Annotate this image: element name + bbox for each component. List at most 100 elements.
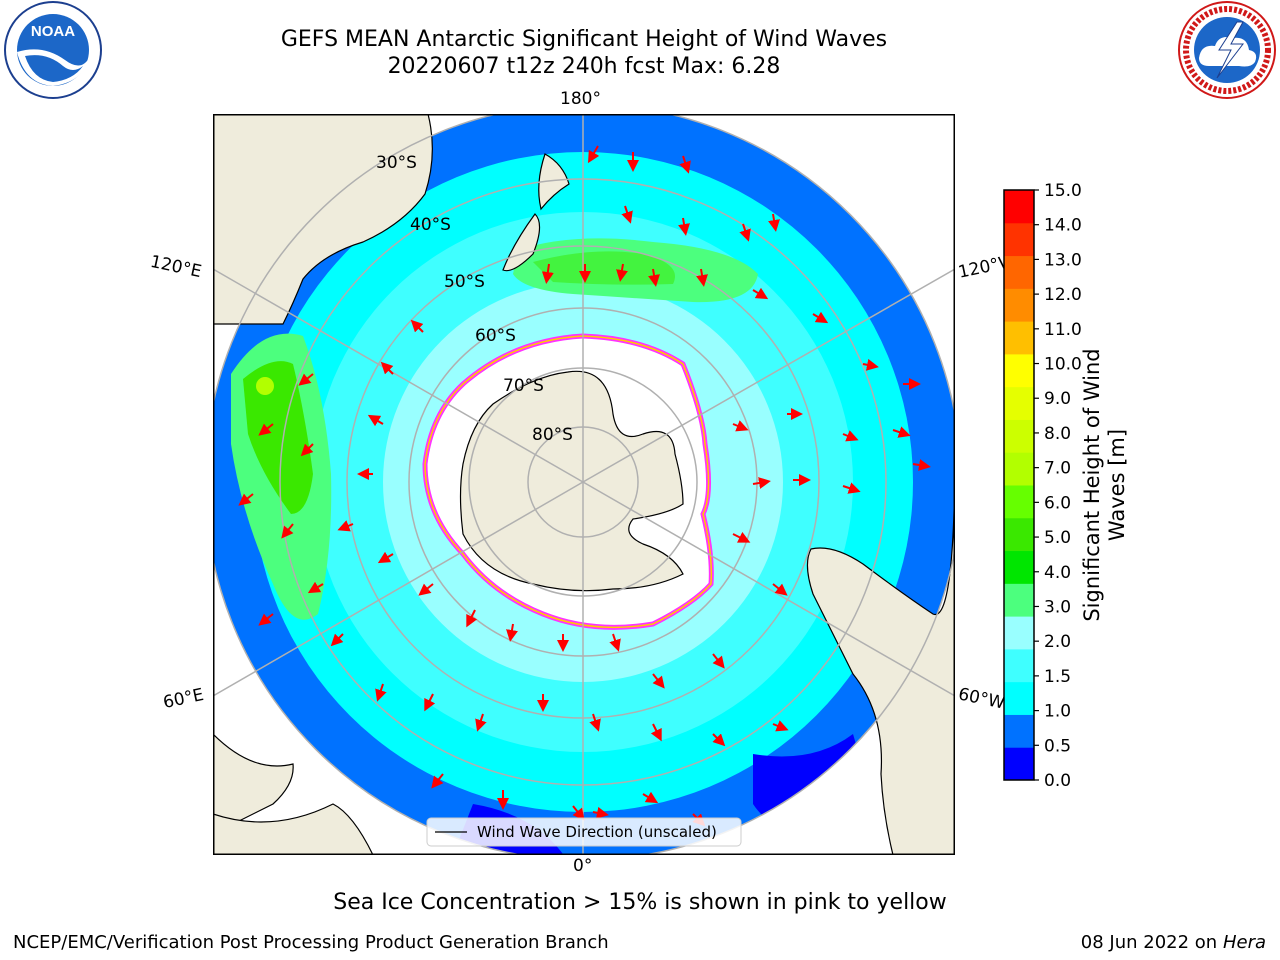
lat-label-70s: 70°S (503, 376, 544, 396)
colorbar-bin (1004, 616, 1034, 650)
colorbar-bin (1004, 648, 1034, 683)
wave-arrow (752, 477, 771, 489)
madagascar (213, 803, 374, 855)
wave-arrow (842, 482, 861, 494)
wave-arrow (475, 713, 487, 732)
wave-arrow (616, 263, 628, 282)
colorbar-tick-label: 8.0 (1044, 424, 1071, 444)
map-legend: Wind Wave Direction (unscaled) (426, 817, 742, 847)
date-text: 08 Jun 2022 on (1080, 932, 1218, 953)
wave-arrow (772, 720, 789, 732)
colorbar-bin (1004, 485, 1034, 519)
colorbar-tick-label: 13.0 (1044, 250, 1082, 270)
lon-label-180: 180° (560, 89, 601, 109)
wave-patch-west-core (243, 361, 313, 514)
wave-arrow (712, 653, 725, 669)
wave-arrow (912, 459, 931, 471)
wave-arrow (300, 443, 314, 457)
colorbar-tick-label: 15.0 (1044, 182, 1082, 201)
wave-arrow (650, 723, 662, 742)
sea-ice-note: Sea Ice Concentration > 15% is shown in … (333, 890, 947, 915)
wave-arrow (572, 805, 585, 821)
wave-arrow (377, 551, 394, 564)
wave-arrow (258, 423, 274, 436)
antarctica (459, 370, 684, 592)
colorbar-tick-label: 3.0 (1044, 597, 1071, 617)
wave-arrow (258, 613, 274, 626)
wave-arrow (466, 609, 478, 628)
wave-arrow (587, 145, 600, 164)
wave-arrow (652, 673, 665, 689)
chart-title: GEFS MEAN Antarctic Significant Height o… (280, 27, 888, 52)
credit-text: NCEP/EMC/Verification Post Processing Pr… (13, 932, 609, 953)
wave-arrow (892, 426, 911, 438)
lat-label-60s: 60°S (475, 326, 516, 346)
wave-arrow (739, 223, 751, 242)
noaa-logo: NOAA (4, 1, 102, 99)
nws-logo (1178, 1, 1276, 99)
chart-subtitle: 20220607 t12z 240h fcst Max: 6.28 (387, 54, 781, 79)
colorbar-tick-label: 1.0 (1044, 702, 1071, 722)
wave-arrow (307, 581, 324, 594)
south-america (806, 443, 955, 855)
landmasses (213, 114, 955, 855)
colorbar-tick-label: 0.0 (1044, 771, 1071, 791)
colorbar-label-line2: Waves [m] (1105, 428, 1129, 542)
map-frame (213, 114, 955, 855)
colorbar-tick-label: 9.0 (1044, 389, 1071, 409)
wave-arrow (506, 623, 518, 642)
colorbar-bin (1004, 452, 1034, 486)
colorbar-bin (1004, 321, 1034, 355)
wave-arrow (712, 733, 726, 747)
wave-arrow (375, 683, 387, 702)
wave-arrow (337, 520, 354, 532)
lon-label-0: 0° (573, 856, 593, 876)
host-name: Hera (1222, 932, 1266, 953)
colorbar-tick-label: 0.5 (1044, 736, 1071, 756)
colorbar-bin (1004, 288, 1034, 322)
wave-arrow (842, 430, 859, 442)
colorbar-tick-label: 12.0 (1044, 285, 1082, 305)
legend-label: Wind Wave Direction (unscaled) (477, 823, 717, 841)
svg-text:NOAA: NOAA (31, 23, 75, 40)
wave-arrow (862, 358, 879, 371)
lat-label-40s: 40°S (410, 215, 451, 235)
colorbar-bin (1004, 714, 1034, 748)
wave-arrow (679, 155, 691, 174)
wave-arrow (330, 633, 344, 647)
polar-map: 30°S 40°S 50°S 60°S 70°S 80°S Wind Wave … (213, 114, 955, 855)
wave-arrow (772, 583, 788, 596)
wave-arrow (431, 773, 444, 789)
colorbar-tick-label: 10.0 (1044, 355, 1082, 375)
colorbar-tick-label: 7.0 (1044, 459, 1071, 479)
date-host-text: 08 Jun 2022 on Hera (1081, 932, 1266, 953)
lat-label-30s: 30°S (376, 153, 417, 173)
colorbar-tick-label: 2.0 (1044, 632, 1071, 652)
wave-arrow (410, 319, 424, 333)
wave-arrow (592, 806, 609, 819)
wave-arrow (732, 420, 749, 432)
lon-label-60w: 60°W (956, 684, 1007, 714)
wave-arrow (281, 523, 294, 539)
colorbar-bin (1004, 747, 1034, 781)
colorbar-tick-label: 1.5 (1044, 667, 1071, 687)
wave-arrow (541, 263, 554, 284)
wave-arrow (589, 713, 601, 732)
colorbar-frame (1003, 189, 1035, 781)
wave-arrow (642, 791, 659, 804)
colorbar-tick-label: 5.0 (1044, 528, 1071, 548)
lon-label-60e: 60°E (161, 684, 206, 714)
wave-arrow (609, 633, 621, 652)
wave-arrow (768, 213, 780, 232)
australia (213, 114, 433, 325)
wave-arrow (621, 205, 633, 224)
wind-wave-arrows (238, 145, 931, 827)
colorbar-bin (1004, 386, 1034, 420)
colorbar-bin (1004, 190, 1034, 224)
wave-arrow (418, 583, 434, 596)
wave-arrow (367, 414, 384, 427)
colorbar-bin (1004, 583, 1034, 617)
wave-arrow (648, 268, 660, 287)
lon-label-120e: 120°E (148, 251, 204, 283)
